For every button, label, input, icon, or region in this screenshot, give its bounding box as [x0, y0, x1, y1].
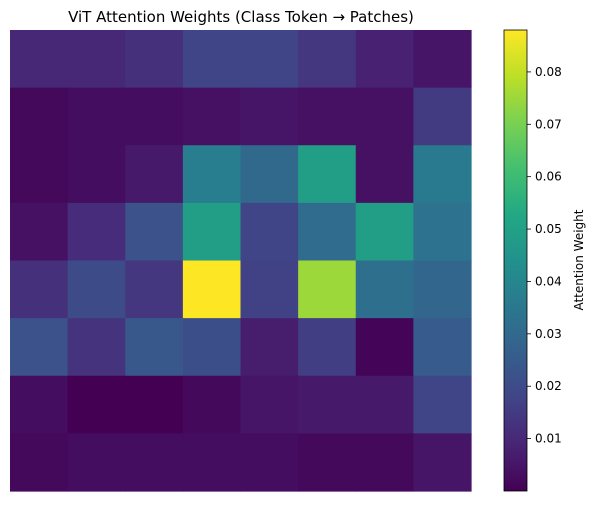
colorbar-tick-label: 0.03 — [535, 327, 562, 341]
heatmap-cell-r2-c7 — [413, 145, 472, 204]
heatmap-cell-r6-c5 — [298, 375, 357, 434]
heatmap-cell-r7-c1 — [67, 433, 126, 492]
heatmap-cell-r4-c1 — [67, 260, 126, 319]
heatmap-cell-r7-c7 — [413, 433, 472, 492]
colorbar-tick-label: 0.08 — [535, 65, 562, 79]
heatmap-cell-r6-c6 — [355, 375, 414, 434]
heatmap-cell-r3-c0 — [10, 202, 69, 262]
heatmap-cell-r4-c6 — [355, 260, 414, 319]
heatmap-cell-r4-c5 — [298, 260, 357, 319]
heatmap-cell-r7-c4 — [240, 433, 299, 492]
heatmap-cell-r5-c1 — [67, 318, 126, 377]
heatmap-cell-r0-c3 — [182, 30, 242, 89]
colorbar — [503, 29, 528, 492]
heatmap-cell-r7-c6 — [355, 433, 414, 492]
heatmap-cell-r5-c7 — [413, 318, 472, 377]
heatmap-cell-r0-c5 — [298, 30, 357, 89]
heatmap-cell-r2-c0 — [10, 145, 69, 204]
heatmap-cell-r1-c3 — [182, 87, 242, 146]
heatmap-cell-r6-c4 — [240, 375, 299, 434]
heatmap-cell-r0-c2 — [125, 30, 184, 89]
colorbar-ticks: 0.01 0.02 0.03 0.04 0.05 0.06 0.07 0.08 — [527, 65, 562, 446]
heatmap-cell-r7-c0 — [10, 433, 69, 492]
colorbar-tick-label: 0.07 — [535, 117, 562, 131]
heatmap-cell-r4-c7 — [413, 260, 472, 319]
heatmap-cell-r5-c0 — [10, 318, 69, 377]
heatmap-cell-r2-c4 — [240, 145, 299, 204]
heatmap-cell-r6-c2 — [125, 375, 184, 434]
heatmap-cell-r2-c1 — [67, 145, 126, 204]
heatmap-cell-r5-c6 — [355, 318, 414, 377]
heatmap-cell-r2-c5 — [298, 145, 357, 204]
colorbar-label: Attention Weight — [572, 209, 586, 310]
heatmap-cell-r0-c7 — [413, 30, 472, 89]
heatmap-cell-r7-c3 — [182, 433, 242, 492]
heatmap-cell-r2-c6 — [355, 145, 414, 204]
colorbar-tick-label: 0.05 — [535, 222, 562, 236]
heatmap-cell-r2-c3 — [182, 145, 242, 204]
heatmap-cell-r3-c7 — [413, 202, 472, 262]
heatmap-cell-r3-c2 — [125, 202, 184, 262]
heatmap-cell-r0-c1 — [67, 30, 126, 89]
heatmap-cell-r3-c6 — [355, 202, 414, 262]
heatmap-cell-r3-c3 — [182, 202, 242, 262]
heatmap-cell-r3-c1 — [67, 202, 126, 262]
heatmap-cell-r4-c0 — [10, 260, 69, 319]
heatmap-cell-r1-c0 — [10, 87, 69, 146]
heatmap-cell-r6-c0 — [10, 375, 69, 434]
heatmap-cell-r5-c4 — [240, 318, 299, 377]
heatmap-cell-r1-c7 — [413, 87, 472, 146]
heatmap-cell-r1-c1 — [67, 87, 126, 146]
heatmap-cell-r4-c2 — [125, 260, 184, 319]
heatmap-cell-r2-c2 — [125, 145, 184, 204]
heatmap-cell-r3-c5 — [298, 202, 357, 262]
heatmap-cell-r6-c7 — [413, 375, 472, 434]
heatmap-cell-r1-c2 — [125, 87, 184, 146]
colorbar-tick-label: 0.02 — [535, 379, 562, 393]
heatmap-cell-r6-c3 — [182, 375, 242, 434]
colorbar-tick-label: 0.06 — [535, 170, 562, 184]
heatmap-cell-r0-c4 — [240, 30, 299, 89]
heatmap-cell-r1-c6 — [355, 87, 414, 146]
heatmap-cell-r0-c0 — [10, 30, 69, 89]
heatmap-cell-r0-c6 — [355, 30, 414, 89]
chart-title: ViT Attention Weights (Class Token → Pat… — [68, 8, 414, 26]
heatmap-cells — [10, 30, 472, 492]
heatmap-cell-r1-c4 — [240, 87, 299, 146]
heatmap-cell-r4-c3 — [182, 260, 242, 319]
heatmap-cell-r1-c5 — [298, 87, 357, 146]
heatmap-cell-r7-c5 — [298, 433, 357, 492]
heatmap-cell-r3-c4 — [240, 202, 299, 262]
heatmap-cell-r5-c2 — [125, 318, 184, 377]
heatmap-cell-r4-c4 — [240, 260, 299, 319]
heatmap-cell-r5-c3 — [182, 318, 242, 377]
heatmap-cell-r7-c2 — [125, 433, 184, 492]
heatmap-cell-r5-c5 — [298, 318, 357, 377]
heatmap-cell-r6-c1 — [67, 375, 126, 434]
colorbar-tick-label: 0.01 — [535, 432, 562, 446]
colorbar-tick-label: 0.04 — [535, 274, 562, 288]
